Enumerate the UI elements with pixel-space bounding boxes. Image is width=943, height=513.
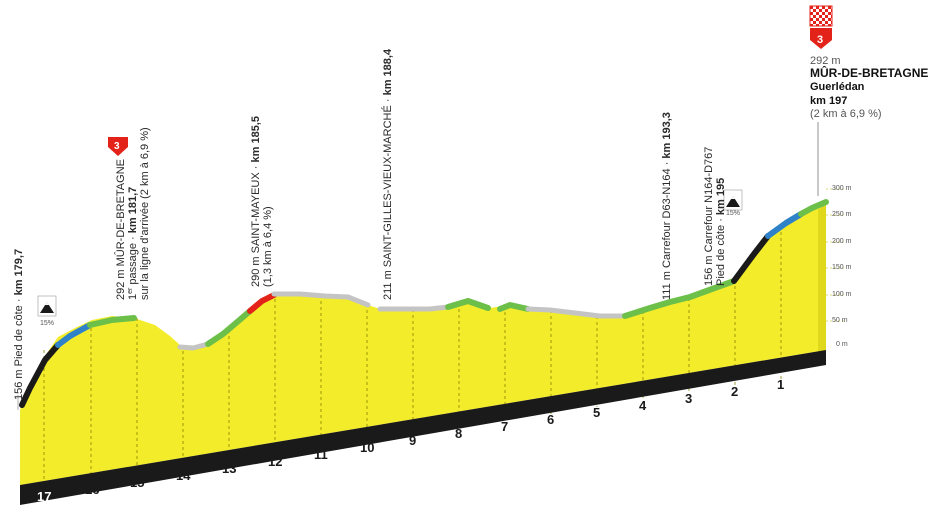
km-marker: 3: [685, 391, 692, 406]
km-marker: 14: [176, 468, 191, 483]
km-marker: 1: [777, 377, 784, 392]
finish-km: km 197: [810, 95, 847, 107]
annotation-2: 292 m MÛR-DE-BRETAGNE 1er passage · km 1…: [114, 127, 151, 300]
altitude-scale: 300 m 250 m 200 m 150 m 100 m 50 m 0 m: [826, 185, 852, 348]
svg-text:156 m Carrefour N164-D767: 156 m Carrefour N164-D767: [703, 147, 715, 286]
finish-marker: 3: [809, 5, 833, 196]
km-marker: 13: [222, 461, 236, 476]
km-marker: 4: [639, 398, 647, 413]
km-marker: 15: [130, 475, 144, 490]
annotation-6: 156 m Carrefour N164-D767 Pied de côte ·…: [703, 147, 727, 286]
svg-text:15%: 15%: [726, 210, 740, 217]
profile-fill: [20, 204, 826, 485]
finish-name: MÛR-DE-BRETAGNE: [810, 65, 928, 80]
altitude-tick: 0 m: [836, 341, 848, 348]
km-marker: 16: [85, 482, 99, 497]
climb-marker-2: 15%: [723, 189, 743, 217]
svg-text:156 m Pied de côte · km 179,7: 156 m Pied de côte · km 179,7: [13, 249, 25, 400]
svg-text:sur la ligne d'arrivée (2 km à: sur la ligne d'arrivée (2 km à 6,9 %): [139, 127, 151, 300]
km-marker: 9: [409, 433, 416, 448]
climb-marker-1: 15%: [37, 295, 57, 327]
svg-text:290 m SAINT-MAYEUX · km 185,5: 290 m SAINT-MAYEUX · km 185,5: [250, 116, 262, 287]
svg-text:3: 3: [114, 141, 120, 152]
annotation-4: 211 m SAINT-GILLES-VIEUX-MARCHÉ · km 188…: [381, 48, 394, 300]
ridge-strip: [19, 199, 829, 408]
svg-text:292 m MÛR-DE-BRETAGNE: 292 m MÛR-DE-BRETAGNE: [114, 159, 127, 300]
finish-climb: (2 km à 6,9 %): [810, 108, 882, 120]
altitude-tick: 250 m: [832, 211, 852, 218]
svg-text:1er passage · km 181,7: 1er passage · km 181,7: [127, 187, 139, 300]
mountain-icon: [726, 196, 740, 207]
svg-text:Pied de côte · km 195: Pied de côte · km 195: [715, 178, 727, 286]
km-marker: 11: [314, 447, 328, 462]
km-marker: 8: [455, 426, 462, 441]
svg-text:211 m SAINT-GILLES-VIEUX-MARCH: 211 m SAINT-GILLES-VIEUX-MARCHÉ · km 188…: [381, 48, 394, 300]
km-marker: 6: [547, 412, 554, 427]
svg-text:15%: 15%: [40, 320, 54, 327]
base-band: [20, 350, 826, 505]
svg-text:111 m Carrefour D63-N164 · km: 111 m Carrefour D63-N164 · km 193,3: [661, 112, 673, 300]
finish-altitude: 292 m: [810, 55, 841, 67]
altitude-tick: 150 m: [832, 264, 852, 271]
km-marker: 2: [731, 384, 738, 399]
svg-text:(1,3 km à 6,4 %): (1,3 km à 6,4 %): [262, 206, 274, 287]
category-badge-1: 3: [108, 137, 128, 156]
checkered-flag-icon: [809, 5, 833, 27]
km-marker: 17: [37, 489, 51, 504]
annotation-3: 290 m SAINT-MAYEUX · km 185,5 (1,3 km à …: [250, 116, 274, 287]
km-marker: 10: [360, 440, 374, 455]
km-marker: 5: [593, 405, 600, 420]
km-marker: 12: [268, 454, 282, 469]
km-marker: 7: [501, 419, 508, 434]
altitude-tick: 300 m: [832, 185, 852, 192]
altitude-tick: 100 m: [832, 291, 852, 298]
svg-text:3: 3: [817, 34, 823, 46]
mountain-icon: [40, 302, 54, 313]
finish-labels: 292 m MÛR-DE-BRETAGNE Guerlédan km 197 (…: [810, 55, 928, 120]
annotation-1: 156 m Pied de côte · km 179,7: [13, 249, 25, 400]
km-markers: 17 16 15 14 13 12 11 10 9 8 7 6 5 4 3 2 …: [37, 377, 784, 504]
profile-side: [818, 204, 826, 352]
altitude-tick: 200 m: [832, 238, 852, 245]
finish-subname: Guerlédan: [810, 81, 865, 93]
annotation-5: 111 m Carrefour D63-N164 · km 193,3: [661, 112, 673, 300]
altitude-tick: 50 m: [832, 317, 848, 324]
